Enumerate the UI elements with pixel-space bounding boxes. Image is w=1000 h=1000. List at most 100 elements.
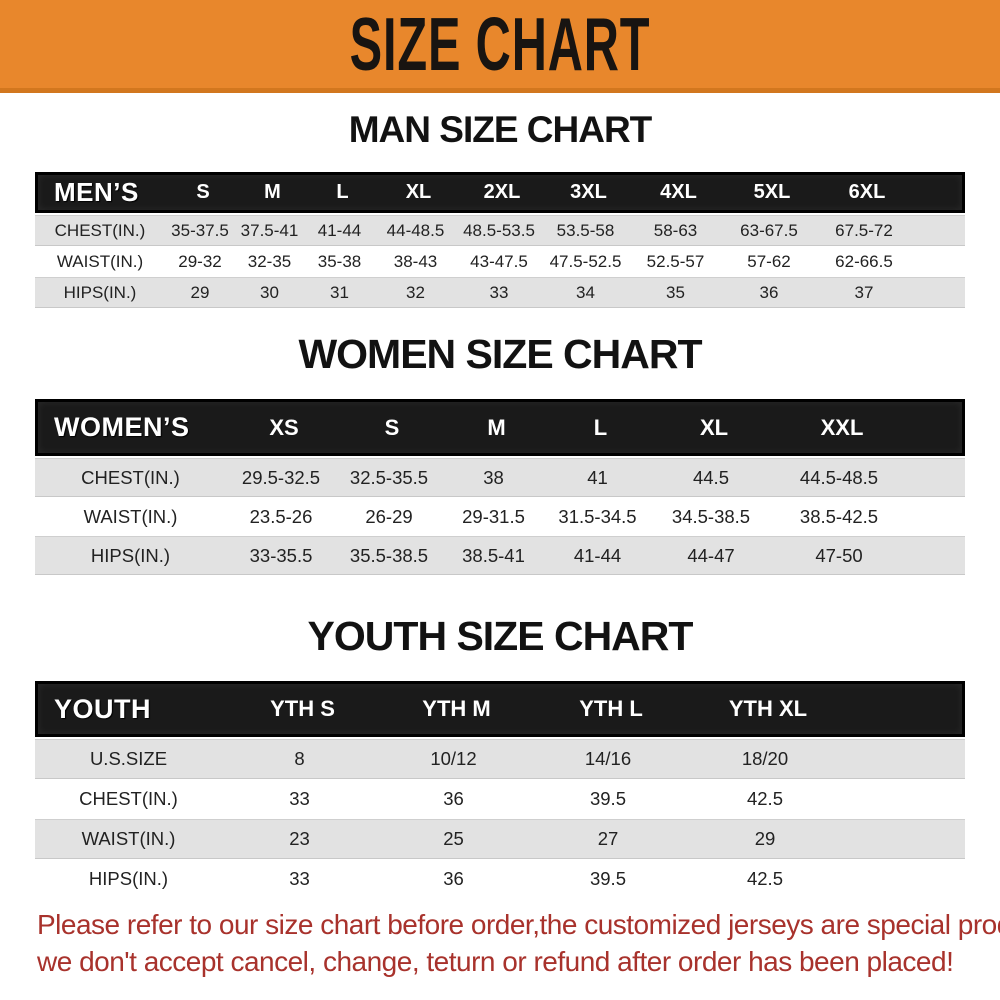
- table-row: HIPS(IN.) 33 36 39.5 42.5: [35, 859, 965, 899]
- size-column-header: 2XL: [483, 181, 521, 203]
- size-value-cell: 32-35: [247, 251, 292, 271]
- size-value-cell: 31.5-34.5: [558, 505, 637, 527]
- size-value-cell: 34: [576, 282, 595, 302]
- table-row: CHEST(IN.) 33 36 39.5 42.5: [35, 779, 965, 819]
- size-value-cell: 35-37.5: [171, 220, 229, 240]
- size-value-cell: 36: [443, 788, 464, 809]
- banner-title: SIZE CHART: [349, 1, 651, 87]
- row-label: WAIST(IN.): [81, 828, 176, 849]
- size-column-header: XS: [269, 414, 299, 440]
- size-value-cell: 23.5-26: [249, 505, 313, 527]
- man-size-chart-title: MAN SIZE CHART: [348, 109, 653, 150]
- size-value-cell: 39.5: [589, 868, 626, 889]
- size-value-cell: 43-47.5: [470, 251, 528, 271]
- size-column-header: M: [264, 181, 281, 203]
- size-column-header: L: [336, 181, 349, 203]
- row-label: WAIST(IN.): [56, 251, 144, 271]
- row-label: HIPS(IN.): [63, 282, 137, 302]
- size-value-cell: 33: [289, 788, 310, 809]
- table-header-bar: WOMEN’S XS S M L XL XXL: [35, 399, 965, 456]
- size-column-header: YTH L: [579, 696, 643, 721]
- size-value-cell: 44.5: [692, 466, 729, 488]
- size-value-cell: 57-62: [747, 251, 791, 271]
- size-value-cell: 67.5-72: [835, 220, 893, 240]
- size-value-cell: 14/16: [584, 748, 632, 769]
- size-value-cell: 36: [443, 868, 464, 889]
- youth-size-table: YOUTH YTH S YTH M YTH L YTH XL U.S.SIZE 8 10/12…: [35, 681, 965, 899]
- size-value-cell: 41: [587, 466, 608, 488]
- size-column-header: YTH XL: [728, 696, 808, 721]
- size-value-cell: 29.5-32.5: [241, 466, 321, 488]
- size-column-header: 5XL: [753, 181, 791, 203]
- size-value-cell: 44.5-48.5: [799, 466, 879, 488]
- row-label: CHEST(IN.): [81, 466, 180, 488]
- size-chart-banner: SIZE CHART: [0, 0, 1000, 93]
- size-value-cell: 38-43: [393, 251, 438, 271]
- size-column-header: 3XL: [570, 181, 607, 203]
- size-value-cell: 29-32: [178, 251, 222, 271]
- table-row: CHEST(IN.) 29.5-32.5 32.5-35.5 38 41 44.5 44.5…: [35, 458, 965, 497]
- table-header-bar: YOUTH YTH S YTH M YTH L YTH XL: [35, 681, 965, 737]
- size-column-header: XL: [405, 181, 432, 203]
- size-column-header: M: [487, 414, 506, 440]
- size-column-header: S: [196, 181, 210, 203]
- size-value-cell: 42.5: [746, 868, 783, 889]
- size-value-cell: 41-44: [317, 220, 362, 240]
- size-value-cell: 10/12: [430, 748, 477, 769]
- size-value-cell: 41-44: [573, 544, 622, 566]
- size-column-header: 6XL: [848, 181, 886, 203]
- size-value-cell: 36: [759, 282, 779, 302]
- size-value-cell: 33: [289, 868, 310, 889]
- size-column-header: 4XL: [660, 181, 697, 203]
- row-label: U.S.SIZE: [89, 748, 168, 769]
- size-value-cell: 63-67.5: [740, 220, 798, 240]
- size-value-cell: 29: [190, 282, 210, 302]
- size-value-cell: 37.5-41: [240, 220, 299, 240]
- size-value-cell: 35.5-38.5: [349, 544, 429, 566]
- size-value-cell: 48.5-53.5: [463, 220, 535, 240]
- womens-size-table: WOMEN’S XS S M L XL XXL CHEST(IN.) 29.5-32.5 32.5…: [35, 399, 965, 575]
- size-value-cell: 33: [489, 282, 509, 302]
- size-value-cell: 52.5-57: [646, 251, 705, 271]
- size-value-cell: 29: [754, 828, 776, 849]
- table-row: WAIST(IN.) 23.5-26 26-29 29-31.5 31.5-34.5 34…: [35, 497, 965, 536]
- size-value-cell: 32: [406, 282, 425, 302]
- table-row: WAIST(IN.) 23 25 27 29: [35, 819, 965, 859]
- size-column-header: XXL: [820, 414, 864, 440]
- size-value-cell: 42.5: [746, 788, 783, 809]
- size-value-cell: 31: [330, 282, 349, 302]
- size-value-cell: 29-31.5: [462, 505, 525, 527]
- size-value-cell: 35: [666, 282, 685, 302]
- footer-note-line2: we don't accept cancel, change, teturn o…: [37, 946, 954, 977]
- size-value-cell: 38: [483, 466, 504, 488]
- table-header-label: MEN’S: [54, 177, 139, 207]
- size-value-cell: 38.5-42.5: [799, 505, 879, 527]
- size-value-cell: 35-38: [317, 251, 362, 271]
- size-value-cell: 58-63: [653, 220, 698, 240]
- table-row: U.S.SIZE 8 10/12 14/16 18/20: [35, 739, 965, 779]
- size-value-cell: 44-48.5: [386, 220, 445, 240]
- size-value-cell: 32.5-35.5: [349, 466, 429, 488]
- size-value-cell: 44-47: [687, 544, 735, 566]
- size-value-cell: 33-35.5: [249, 544, 313, 566]
- size-value-cell: 47-50: [815, 544, 863, 566]
- size-value-cell: 38.5-41: [462, 544, 525, 566]
- size-value-cell: 62-66.5: [835, 251, 893, 271]
- size-value-cell: 8: [294, 748, 305, 769]
- youth-size-chart-title: YOUTH SIZE CHART: [307, 613, 694, 659]
- footer-note: Please refer to our size chart before or…: [37, 906, 1000, 980]
- size-column-header: YTH S: [270, 696, 335, 721]
- size-value-cell: 30: [260, 282, 279, 302]
- table-row: WAIST(IN.) 29-32 32-35 35-38 38-43 43-47.5 47.…: [35, 246, 965, 277]
- size-value-cell: 53.5-58: [556, 220, 615, 240]
- table-row: HIPS(IN.) 29 30 31 32 33 34 35 36 37: [35, 277, 965, 308]
- women-size-chart-title: WOMEN SIZE CHART: [298, 331, 702, 377]
- size-value-cell: 23: [289, 828, 310, 849]
- size-value-cell: 37: [854, 282, 874, 302]
- mens-size-table: MEN’S S M L XL 2XL 3XL 4XL 5XL 6XL CHEST(IN.) 35-37…: [35, 172, 965, 308]
- size-value-cell: 18/20: [741, 748, 789, 769]
- size-value-cell: 47.5-52.5: [549, 251, 622, 271]
- footer-note-line1: Please refer to our size chart before or…: [37, 909, 1000, 940]
- row-label: CHEST(IN.): [54, 220, 146, 240]
- table-header-label: YOUTH: [54, 693, 151, 724]
